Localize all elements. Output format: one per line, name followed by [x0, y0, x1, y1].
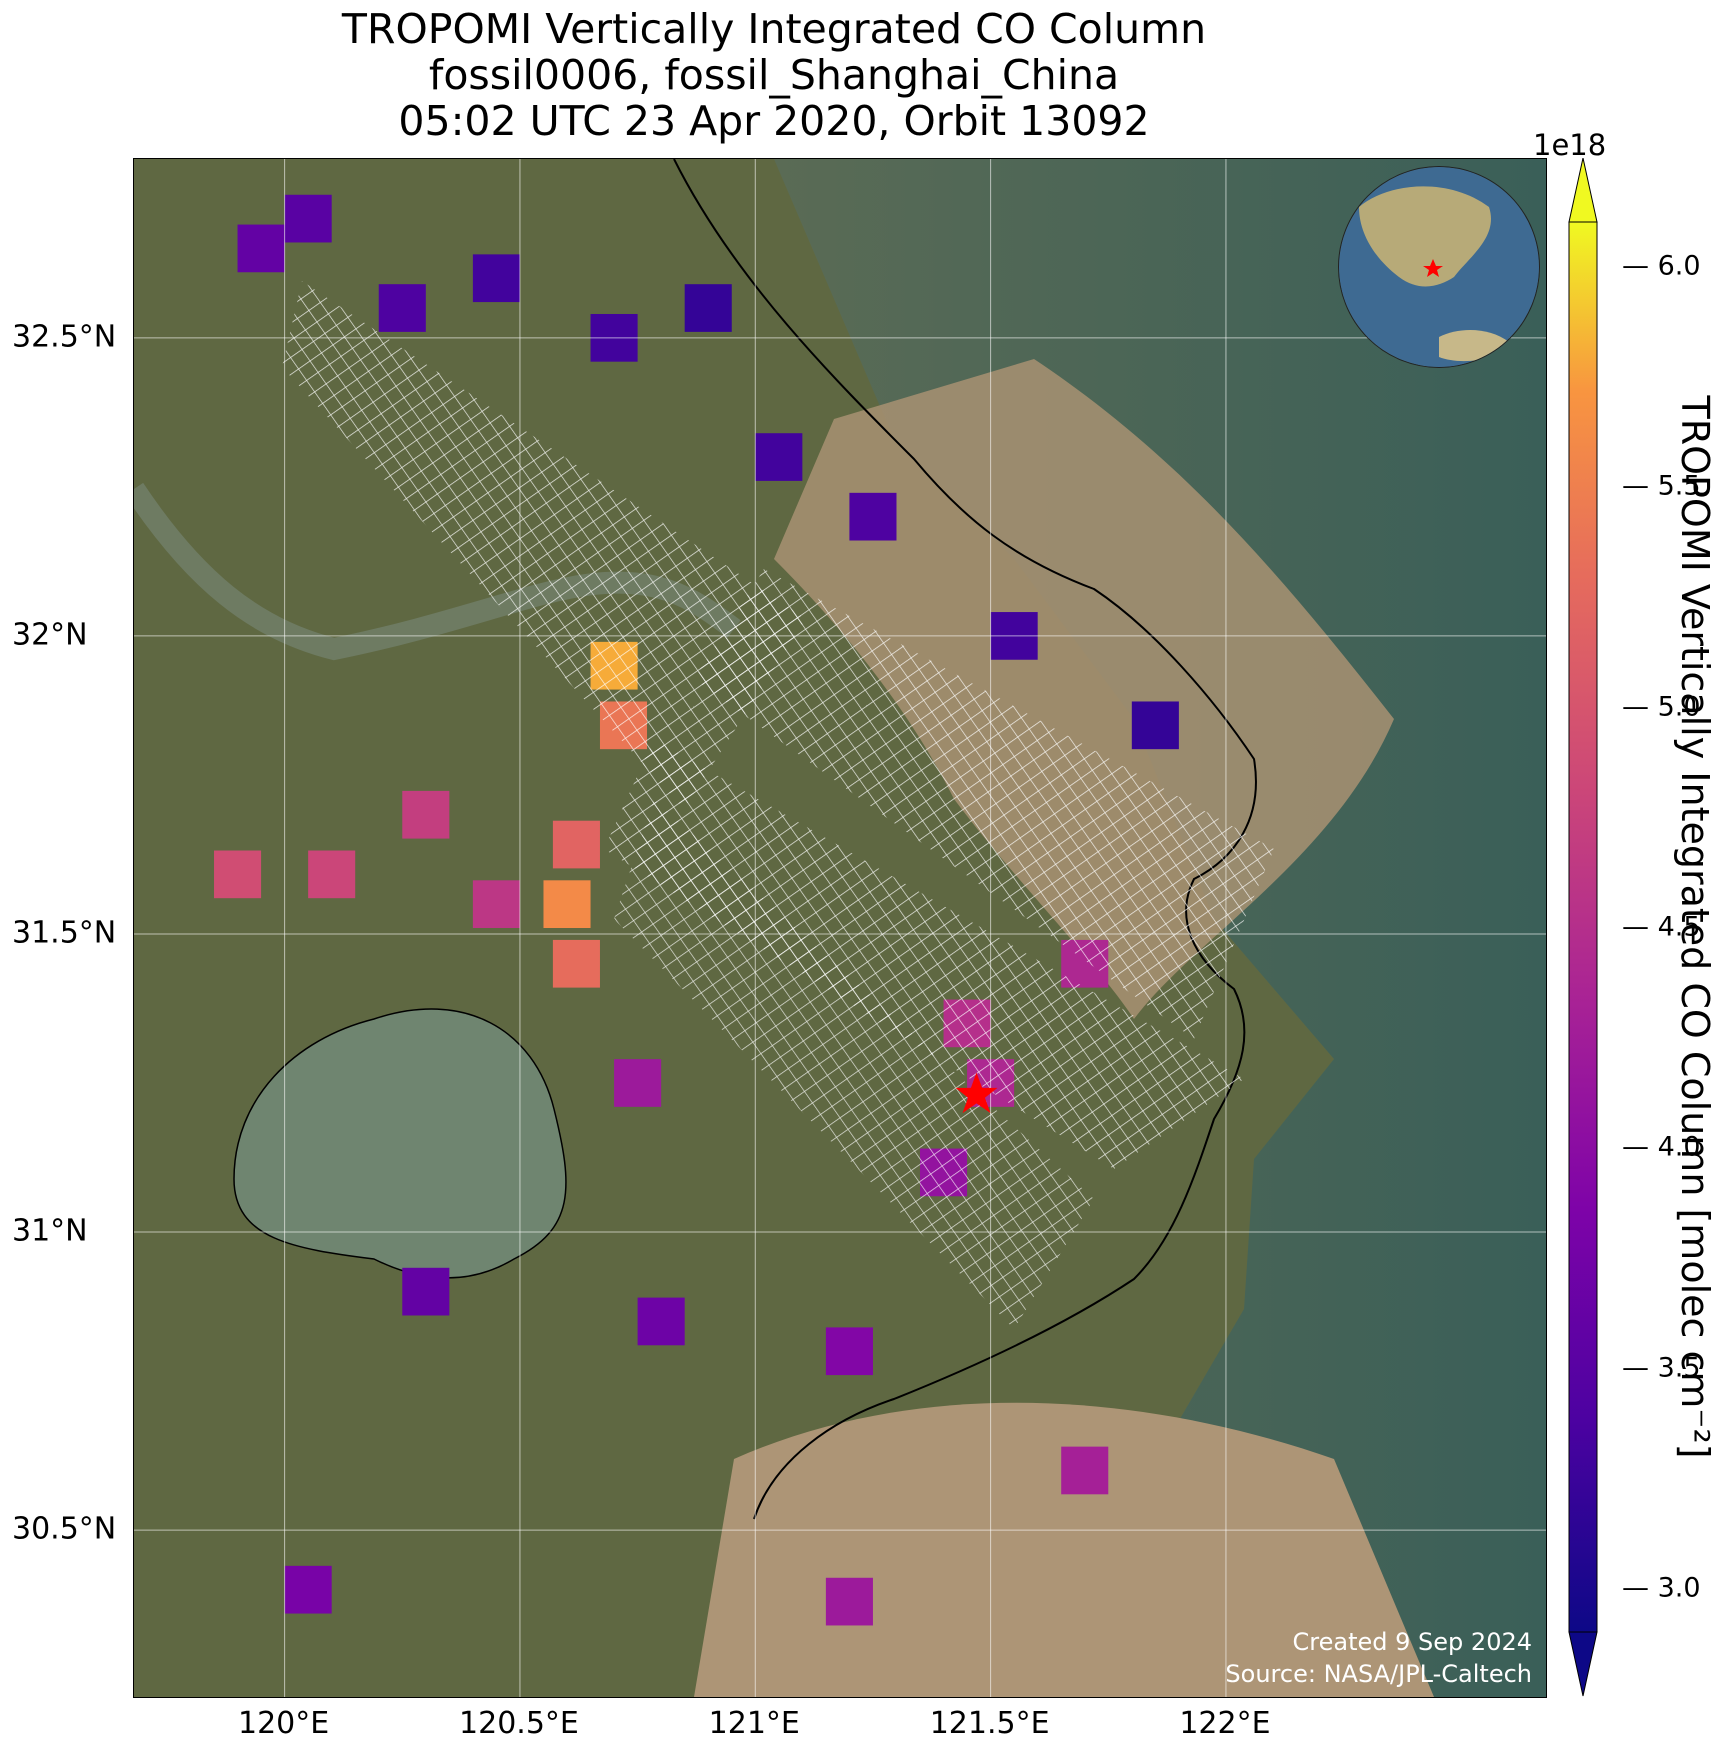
colorbar-extend-top: [1568, 157, 1598, 223]
co-cell-19: [614, 1059, 662, 1107]
co-cell-5: [684, 284, 732, 332]
colorbar-tick-label: — 5.5: [1622, 470, 1701, 502]
colorbar-gradient: [1568, 221, 1598, 1633]
co-cell-2: [378, 284, 426, 332]
y-tick-label: 31°N: [12, 1213, 88, 1249]
lat-lon-gridlines: [134, 159, 1546, 1697]
x-tick-label: 120.5°E: [459, 1706, 579, 1741]
colorbar-tick-label: — 4.5: [1622, 911, 1701, 943]
co-cell-10: [214, 850, 262, 899]
chart-title: TROPOMI Vertically Integrated CO Column: [341, 5, 1207, 53]
co-cell-11: [308, 850, 356, 899]
co-cell-12: [402, 790, 450, 839]
y-tick-label: 32°N: [12, 617, 88, 653]
chart-subtitle-time: 05:02 UTC 23 Apr 2020, Orbit 13092: [398, 97, 1150, 145]
co-cell-7: [849, 492, 897, 541]
co-cell-3: [472, 254, 520, 303]
colorbar-extend-bottom: [1568, 1631, 1598, 1697]
credit-source: Source: NASA/JPL-Caltech: [1225, 1660, 1532, 1688]
y-tick-label: 30.5°N: [12, 1511, 117, 1547]
colorbar-tick-label: — 3.0: [1622, 1572, 1701, 1604]
sea-area: [774, 159, 1546, 1697]
co-cell-1: [284, 194, 332, 243]
co-cell-24: [825, 1327, 873, 1376]
colorbar-tick-label: — 5.0: [1622, 691, 1701, 723]
globe-target-star-icon: [1423, 259, 1443, 277]
inset-globe: [1338, 166, 1540, 368]
y-tick-label: 31.5°N: [12, 915, 117, 951]
swath-footprint-3: [604, 739, 1244, 1169]
lake-taihu: [233, 1008, 567, 1279]
co-cell-27: [1061, 1446, 1109, 1495]
swath-footprint-2: [694, 569, 1274, 1039]
map-panel: [133, 158, 1547, 1698]
target-star-marker: [955, 1072, 998, 1114]
x-tick-label: 121°E: [708, 1706, 800, 1741]
co-cell-9: [1131, 701, 1179, 750]
co-cell-6: [755, 433, 803, 481]
colorbar-tick-label: — 3.5: [1622, 1352, 1701, 1384]
colorbar-tick-label: — 4.0: [1622, 1131, 1701, 1163]
globe-landmass-asia: [1359, 186, 1491, 287]
y-tick-label: 32.5°N: [12, 319, 117, 355]
co-cell-26: [402, 1267, 450, 1316]
co-cell-25: [637, 1297, 685, 1346]
hangzhou-bay: [694, 1402, 1434, 1697]
colorbar-tick-label: — 6.0: [1622, 250, 1701, 282]
chart-subtitle-site: fossil0006, fossil_Shanghai_China: [428, 51, 1120, 99]
colorbar: [1560, 157, 1680, 1698]
x-tick-label: 120°E: [238, 1706, 330, 1741]
co-cell-18: [552, 939, 600, 988]
credit-created: Created 9 Sep 2024: [1292, 1628, 1532, 1656]
co-cell-16: [552, 820, 600, 869]
x-tick-label: 121.5°E: [929, 1706, 1050, 1741]
co-cell-29: [825, 1577, 873, 1626]
co-cell-17: [543, 880, 591, 928]
co-cell-0: [237, 224, 285, 273]
swath-footprint-1: [282, 281, 806, 809]
co-cell-13: [472, 880, 520, 928]
x-tick-label: 122°E: [1179, 1706, 1271, 1741]
co-cell-28: [284, 1565, 332, 1614]
colorbar-exponent: 1e18: [1533, 128, 1607, 162]
swath-footprint-4: [614, 799, 1094, 1329]
map-canvas: [134, 159, 1546, 1697]
